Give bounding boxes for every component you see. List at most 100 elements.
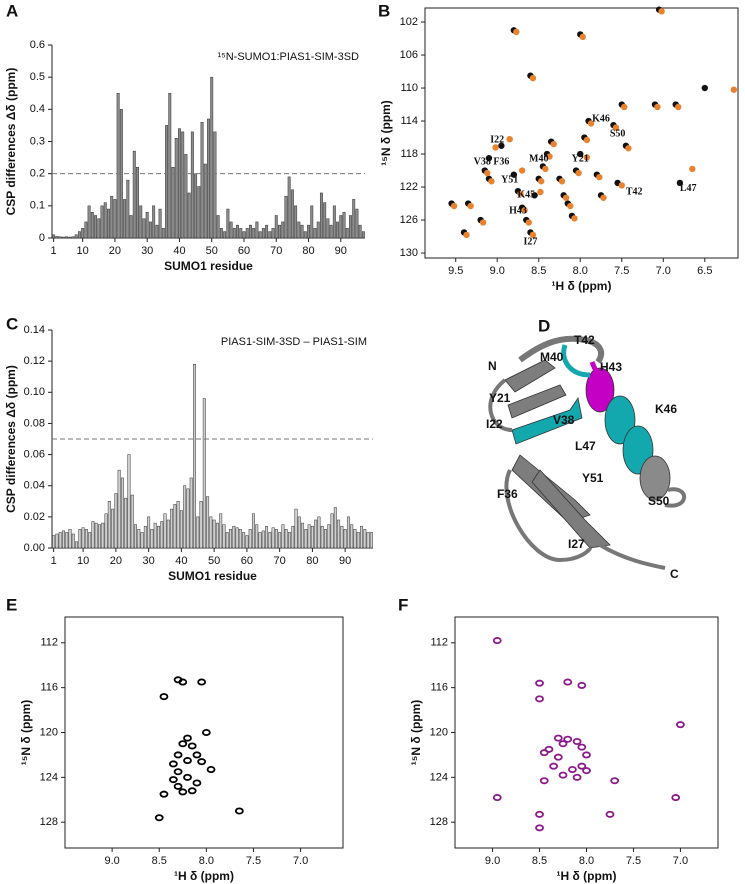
loop bbox=[504, 469, 592, 563]
bar bbox=[137, 529, 141, 549]
bar bbox=[239, 228, 243, 239]
x-tick-label: 9.5 bbox=[448, 265, 463, 277]
bar bbox=[232, 525, 236, 549]
y-tick-label: 118 bbox=[400, 148, 418, 160]
structure-label: L47 bbox=[575, 439, 596, 453]
y-tick-label: 0.00 bbox=[24, 542, 45, 554]
x-tick-label: 20 bbox=[109, 245, 121, 257]
bar bbox=[329, 224, 333, 239]
peak bbox=[563, 735, 573, 743]
y-tick-label: 0.2 bbox=[30, 168, 45, 180]
peak-label: I22 bbox=[490, 134, 504, 145]
bar bbox=[71, 533, 75, 549]
peak bbox=[549, 762, 559, 770]
bar bbox=[171, 166, 175, 239]
bar bbox=[163, 513, 167, 549]
peak bbox=[234, 807, 244, 815]
x-tick-label: 40 bbox=[175, 555, 187, 567]
peak bbox=[582, 751, 591, 759]
y-axis-label: ¹⁵N δ (ppm) bbox=[379, 100, 393, 166]
bar bbox=[349, 215, 352, 239]
bar bbox=[294, 205, 298, 239]
x-tick-label: 90 bbox=[335, 245, 347, 257]
bar bbox=[258, 231, 262, 239]
peak bbox=[605, 810, 615, 818]
y-tick-label: 116 bbox=[40, 682, 58, 694]
loop bbox=[488, 378, 513, 432]
bar bbox=[232, 228, 236, 239]
y-tick-label: 128 bbox=[430, 816, 448, 828]
peak bbox=[173, 751, 183, 759]
peak bbox=[621, 103, 628, 111]
bar bbox=[229, 221, 233, 239]
peak bbox=[563, 678, 573, 686]
plot-frame bbox=[454, 616, 719, 849]
x-tick-label: 1 bbox=[51, 555, 57, 567]
bar bbox=[213, 131, 217, 239]
y-tick-label: 0.12 bbox=[24, 355, 45, 367]
bar bbox=[369, 532, 373, 549]
peak bbox=[577, 681, 587, 689]
peak bbox=[521, 206, 528, 214]
bar bbox=[314, 519, 318, 549]
structure-label: M40 bbox=[540, 350, 564, 364]
bar bbox=[291, 525, 295, 549]
x-tick-label: 30 bbox=[141, 245, 153, 257]
bar bbox=[129, 215, 133, 239]
bar bbox=[113, 199, 117, 239]
peak bbox=[676, 179, 684, 187]
bar bbox=[326, 218, 330, 239]
bar bbox=[350, 524, 354, 549]
y-tick-label: 102 bbox=[400, 16, 418, 28]
y-tick-label: 112 bbox=[430, 637, 448, 649]
bar bbox=[360, 525, 364, 549]
bar bbox=[265, 525, 269, 549]
bar bbox=[114, 493, 118, 549]
helix-turn bbox=[604, 395, 636, 445]
bar bbox=[287, 176, 291, 239]
bar bbox=[330, 513, 334, 549]
peak bbox=[625, 145, 632, 152]
bar bbox=[303, 231, 307, 239]
peak-label: T42 bbox=[626, 186, 643, 197]
x-tick-label: 20 bbox=[110, 555, 122, 567]
bar bbox=[174, 138, 178, 239]
structure-label: Y51 bbox=[582, 471, 604, 485]
y-tick-label: 124 bbox=[40, 771, 58, 783]
structure-panel: D N C Y21 I22 M40 T42 H43 K46 V38 L47 bbox=[486, 316, 687, 581]
bar bbox=[140, 532, 144, 549]
bar bbox=[150, 529, 154, 549]
bar bbox=[132, 150, 136, 239]
bar bbox=[229, 529, 232, 549]
peak bbox=[600, 194, 607, 201]
bar bbox=[152, 205, 156, 239]
peak bbox=[201, 729, 211, 737]
x-tick-label: 8.0 bbox=[579, 855, 594, 867]
bar bbox=[58, 236, 62, 239]
peak-label: M40 bbox=[529, 153, 548, 164]
bar bbox=[143, 525, 147, 549]
bar bbox=[111, 508, 115, 549]
peak bbox=[187, 742, 197, 750]
structure-label: V38 bbox=[553, 413, 575, 427]
bar bbox=[200, 121, 204, 239]
peak bbox=[568, 766, 577, 774]
bar bbox=[226, 208, 230, 239]
bar bbox=[281, 524, 285, 549]
x-tick-label: 9.0 bbox=[485, 855, 500, 867]
x-axis-label: ¹H δ (ppm) bbox=[552, 279, 612, 293]
bar bbox=[294, 508, 298, 549]
x-tick-label: 8.5 bbox=[152, 855, 167, 867]
bar bbox=[81, 527, 85, 549]
y-tick-label: 122 bbox=[400, 181, 418, 193]
panel-letter: F bbox=[398, 595, 408, 614]
bar bbox=[158, 208, 162, 239]
peak-label: Y51 bbox=[501, 175, 518, 186]
bar bbox=[107, 208, 110, 239]
peak bbox=[730, 86, 738, 93]
peak bbox=[463, 231, 470, 239]
peak bbox=[510, 171, 518, 178]
peak bbox=[484, 169, 491, 177]
strand bbox=[507, 384, 567, 419]
bar bbox=[173, 504, 177, 549]
